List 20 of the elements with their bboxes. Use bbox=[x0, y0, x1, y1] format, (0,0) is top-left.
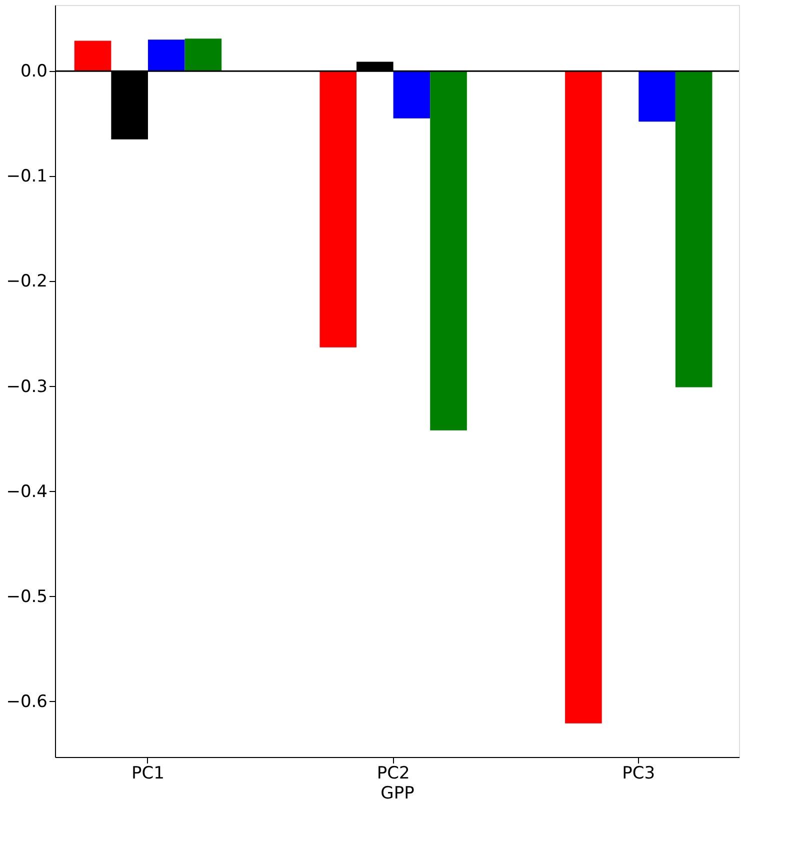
y-tick-label: −0.4 bbox=[6, 482, 48, 502]
y-tick-label: −0.3 bbox=[6, 376, 48, 397]
bar bbox=[430, 71, 467, 430]
x-tick-label: PC3 bbox=[622, 764, 656, 784]
bar bbox=[393, 71, 430, 118]
bar bbox=[148, 40, 185, 72]
x-tick-label: PC1 bbox=[132, 764, 164, 784]
bar bbox=[74, 40, 112, 72]
y-tick-label: 0.0 bbox=[20, 62, 48, 82]
bar bbox=[320, 71, 357, 348]
x-axis-title: GPP bbox=[380, 784, 414, 804]
bar bbox=[184, 38, 222, 72]
y-tick-label: −0.6 bbox=[6, 692, 48, 712]
x-tick-label: PC2 bbox=[376, 764, 410, 784]
bar bbox=[638, 71, 676, 122]
y-tick-label: −0.2 bbox=[6, 272, 48, 292]
bar bbox=[565, 71, 602, 724]
y-tick-label: −0.1 bbox=[6, 166, 48, 187]
y-tick-label: −0.5 bbox=[6, 586, 48, 607]
bar bbox=[675, 71, 712, 388]
